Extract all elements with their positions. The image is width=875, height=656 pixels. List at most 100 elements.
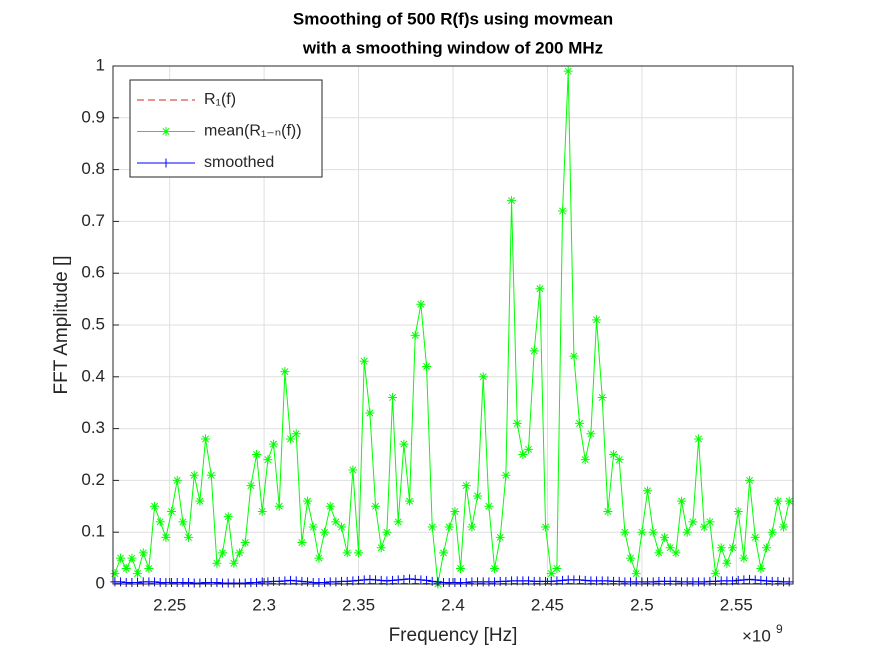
chart-title: Smoothing of 500 R(f)s using movmean — [293, 9, 613, 28]
y-tick-label: 0.4 — [81, 366, 105, 385]
data-point — [756, 575, 766, 585]
data-point — [484, 501, 494, 511]
data-point — [116, 577, 126, 587]
data-point — [371, 501, 381, 511]
data-point — [444, 522, 454, 532]
x-tick-label: 2.25 — [153, 595, 186, 614]
data-point — [189, 470, 199, 480]
data-point — [354, 548, 364, 558]
data-point — [643, 486, 653, 496]
data-point — [739, 553, 749, 563]
data-point — [728, 543, 738, 553]
data-point — [750, 532, 760, 542]
data-point — [478, 372, 488, 382]
data-point — [648, 527, 658, 537]
data-point — [739, 575, 749, 585]
data-point — [388, 575, 398, 585]
grid — [113, 65, 793, 585]
data-point — [422, 361, 432, 371]
data-point — [365, 408, 375, 418]
data-point — [388, 393, 398, 403]
data-point — [648, 577, 658, 587]
data-point — [490, 563, 500, 573]
data-point — [461, 577, 471, 587]
data-point — [592, 315, 602, 325]
data-point — [410, 574, 420, 584]
data-point — [575, 575, 585, 585]
data-point — [529, 346, 539, 356]
data-point — [291, 429, 301, 439]
data-point — [518, 450, 528, 459]
x-exponent-power: 9 — [776, 622, 783, 636]
y-tick-label: 0 — [96, 573, 105, 592]
data-point — [308, 522, 318, 532]
data-point — [269, 439, 279, 449]
data-point — [212, 558, 222, 568]
data-point — [490, 577, 500, 587]
data-point — [348, 465, 358, 475]
data-point — [184, 532, 194, 542]
data-point — [716, 543, 726, 553]
data-point — [467, 522, 477, 532]
data-point — [773, 496, 783, 506]
data-point — [263, 577, 273, 587]
data-point — [541, 522, 551, 532]
legend-marker — [161, 158, 171, 168]
data-point — [671, 548, 681, 558]
data-point — [314, 553, 324, 563]
data-point — [229, 558, 239, 568]
data-point — [473, 491, 483, 501]
data-point — [733, 506, 743, 516]
data-point — [320, 527, 330, 537]
data-point — [433, 577, 443, 587]
data-point — [439, 548, 449, 558]
data-point — [280, 367, 290, 377]
plot-content — [110, 66, 794, 589]
data-point — [257, 506, 267, 516]
data-point — [405, 574, 415, 584]
y-tick-label: 0.2 — [81, 470, 105, 489]
data-point — [195, 578, 205, 588]
data-point — [495, 532, 505, 542]
data-point — [767, 527, 777, 537]
data-point — [580, 455, 590, 465]
data-point — [660, 532, 670, 542]
data-point — [167, 506, 177, 516]
data-point — [399, 439, 409, 449]
data-point — [762, 543, 772, 553]
data-point — [597, 393, 607, 403]
data-point — [161, 532, 171, 542]
x-tick-label: 2.4 — [441, 595, 465, 614]
data-point — [784, 496, 794, 506]
data-point — [371, 575, 381, 585]
data-point — [246, 481, 256, 491]
data-point — [563, 66, 573, 76]
data-point — [240, 578, 250, 588]
x-tick-label: 2.3 — [252, 595, 276, 614]
data-point — [359, 575, 369, 585]
data-point — [218, 548, 228, 558]
data-point — [427, 522, 437, 532]
data-point — [626, 553, 636, 563]
data-point — [320, 577, 330, 587]
data-point — [393, 575, 403, 585]
data-point — [586, 429, 596, 439]
legend: R₁(f) mean(R₁₋ₙ(f)) smoothed — [129, 79, 323, 178]
data-point — [609, 450, 619, 459]
data-point — [331, 577, 341, 587]
data-point — [779, 522, 789, 532]
data-point — [376, 543, 386, 553]
data-point — [337, 522, 347, 532]
data-point — [303, 577, 313, 587]
data-point — [365, 574, 375, 584]
data-point — [699, 577, 709, 587]
data-point — [252, 577, 262, 587]
y-tick-label: 0.6 — [81, 263, 105, 282]
data-point — [155, 517, 165, 527]
legend-label: R₁(f) — [204, 91, 236, 108]
data-point — [512, 418, 522, 428]
data-point — [110, 569, 120, 579]
data-point — [235, 548, 245, 558]
data-point — [694, 434, 704, 444]
data-point — [637, 527, 647, 537]
